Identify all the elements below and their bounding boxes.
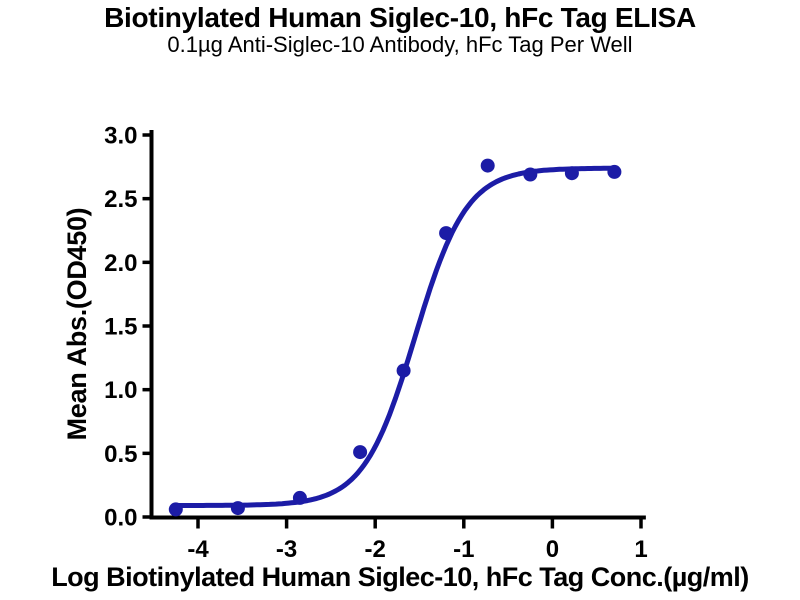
x-tick-label: 1 xyxy=(634,536,647,563)
data-point xyxy=(353,445,368,460)
data-point xyxy=(564,166,579,181)
data-point xyxy=(480,158,495,173)
x-tick-label: -1 xyxy=(453,536,474,563)
x-axis-label: Log Biotinylated Human Siglec-10, hFc Ta… xyxy=(51,562,749,592)
x-tick-label: -2 xyxy=(365,536,386,563)
x-tick-label: 0 xyxy=(546,536,559,563)
y-tick-label: 0.5 xyxy=(104,441,137,468)
fit-curve xyxy=(172,165,619,508)
y-tick-label: 1.0 xyxy=(104,377,137,404)
y-tick-label: 1.5 xyxy=(104,314,137,341)
data-point xyxy=(168,502,183,517)
chart-title: Biotinylated Human Siglec-10, hFc Tag EL… xyxy=(104,2,696,33)
x-tick-label: -4 xyxy=(187,536,209,563)
y-tick-label: 0.0 xyxy=(104,505,137,532)
x-tick-label: -3 xyxy=(276,536,297,563)
chart-subtitle: 0.1µg Anti-Siglec-10 Antibody, hFc Tag P… xyxy=(167,32,633,57)
y-tick-label: 2.0 xyxy=(104,250,137,277)
data-point xyxy=(439,226,454,241)
data-point xyxy=(230,501,245,516)
y-tick-label: 2.5 xyxy=(104,186,137,213)
y-tick-label: 3.0 xyxy=(104,123,137,150)
data-point xyxy=(523,167,538,182)
data-point xyxy=(607,164,622,179)
data-point xyxy=(396,363,411,378)
data-point xyxy=(292,490,307,505)
